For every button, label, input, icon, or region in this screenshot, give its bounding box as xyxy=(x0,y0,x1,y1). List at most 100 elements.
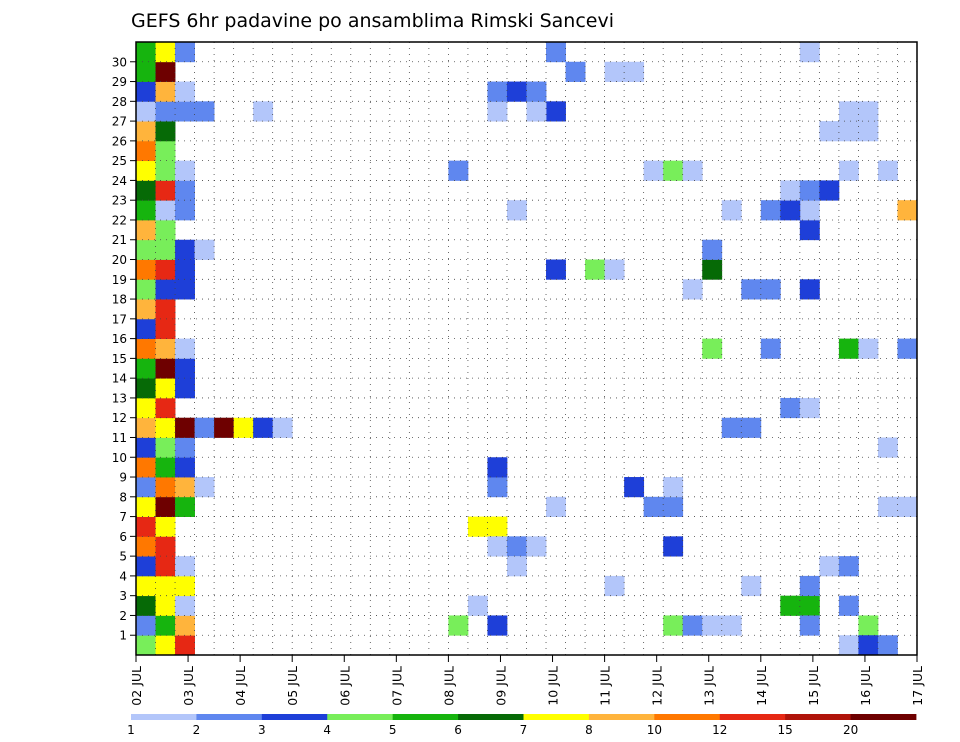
heatmap-cell xyxy=(175,615,195,636)
y-tick-label: 19 xyxy=(112,273,127,287)
heatmap-cell xyxy=(155,615,176,636)
heatmap-cell xyxy=(858,101,879,122)
heatmap-cell xyxy=(467,516,488,537)
x-tick-label: 05 JUL xyxy=(285,666,300,706)
heatmap-cell xyxy=(136,61,156,82)
heatmap-cell xyxy=(136,318,156,340)
heatmap-cell xyxy=(741,575,762,597)
heatmap-cell xyxy=(136,358,156,379)
heatmap-cell xyxy=(663,477,684,498)
heatmap-cell xyxy=(780,180,801,201)
heatmap-cell xyxy=(546,101,566,122)
colorbar-swatch xyxy=(261,714,328,720)
y-tick-label: 2 xyxy=(119,609,127,623)
heatmap-cell xyxy=(780,200,801,221)
heatmap-cell xyxy=(253,417,274,438)
y-tick-label: 9 xyxy=(119,471,127,485)
heatmap-cell xyxy=(136,219,156,241)
heatmap-cell xyxy=(155,61,176,82)
heatmap-cell xyxy=(136,338,156,359)
heatmap-cell xyxy=(194,477,215,498)
heatmap-cell xyxy=(175,160,195,181)
heatmap-cell xyxy=(175,101,195,122)
x-tick-label: 16 JUL xyxy=(858,666,873,706)
heatmap-cell xyxy=(682,615,703,636)
colorbar-label: 7 xyxy=(520,723,528,737)
heatmap-cell xyxy=(175,437,195,458)
heatmap-cell xyxy=(799,279,820,300)
heatmap-cell xyxy=(175,477,195,498)
colorbar-legend: 1 2 3 4 5 6 7 8 10 12 15 20 xyxy=(127,714,917,737)
y-tick-label: 10 xyxy=(112,451,127,465)
heatmap-cell xyxy=(136,180,156,201)
heatmap-cells xyxy=(136,42,918,656)
heatmap-cell xyxy=(799,397,820,419)
y-tick-label: 22 xyxy=(112,213,127,227)
heatmap-cell xyxy=(136,496,156,517)
heatmap-cell xyxy=(760,279,781,300)
heatmap-cell xyxy=(136,437,156,458)
heatmap-cell xyxy=(526,536,547,557)
heatmap-cell xyxy=(721,200,742,221)
y-tick-label: 5 xyxy=(119,550,127,564)
heatmap-cell xyxy=(155,417,176,438)
heatmap-cell xyxy=(175,417,195,438)
colorbar-swatch xyxy=(327,714,394,720)
heatmap-cell xyxy=(214,417,235,438)
x-tick-label: 17 JUL xyxy=(910,666,925,706)
heatmap-cell xyxy=(175,259,195,280)
heatmap-cell xyxy=(858,121,879,142)
heatmap-cell xyxy=(136,417,156,438)
colorbar-label: 8 xyxy=(585,723,593,737)
x-tick-label: 10 JUL xyxy=(546,666,561,706)
heatmap-cell xyxy=(155,437,176,458)
heatmap-cell xyxy=(799,595,820,616)
heatmap-cell xyxy=(838,101,859,122)
colorbar-swatch xyxy=(131,714,197,720)
heatmap-cell xyxy=(253,101,274,122)
heatmap-cell xyxy=(155,477,176,498)
heatmap-cell xyxy=(155,279,176,300)
heatmap-cell xyxy=(175,279,195,300)
y-tick-label: 1 xyxy=(119,629,127,643)
heatmap-cell xyxy=(858,338,879,359)
heatmap-cell xyxy=(663,160,684,181)
heatmap-cell xyxy=(487,101,508,122)
heatmap-cell xyxy=(155,200,176,221)
y-tick-label: 24 xyxy=(112,174,127,188)
x-tick-label: 14 JUL xyxy=(754,666,769,706)
heatmap-cell xyxy=(858,615,879,636)
x-tick-label: 15 JUL xyxy=(806,666,821,706)
heatmap-cell xyxy=(877,160,898,181)
y-tick-label: 7 xyxy=(119,510,127,524)
colorbar-swatch xyxy=(196,714,263,720)
colorbar-label: 1 xyxy=(127,723,135,737)
x-tick-label: 08 JUL xyxy=(441,666,456,706)
colorbar-swatch xyxy=(719,714,786,720)
x-tick-label: 11 JUL xyxy=(598,666,613,706)
heatmap-cell xyxy=(897,200,918,221)
heatmap-cell xyxy=(819,556,840,577)
heatmap-cell xyxy=(702,615,723,636)
y-axis: 1234567891011121314151617181920212223242… xyxy=(112,55,136,643)
heatmap-cell xyxy=(155,219,176,241)
heatmap-cell xyxy=(838,121,859,142)
heatmap-cell xyxy=(194,101,215,122)
heatmap-cell xyxy=(155,496,176,517)
y-tick-label: 14 xyxy=(112,372,127,386)
x-tick-label: 04 JUL xyxy=(233,666,248,706)
heatmap-cell xyxy=(506,536,527,557)
heatmap-cell xyxy=(155,121,176,142)
y-tick-label: 4 xyxy=(119,569,127,583)
x-tick-label: 02 JUL xyxy=(129,666,144,706)
heatmap-cell xyxy=(175,42,195,63)
heatmap-cell xyxy=(136,42,156,63)
chart-title: GEFS 6hr padavine po ansamblima Rimski S… xyxy=(131,10,614,32)
heatmap-cell xyxy=(175,457,195,478)
colorbar-label: 4 xyxy=(323,723,331,737)
colorbar-label: 20 xyxy=(843,723,858,737)
heatmap-cell xyxy=(838,635,859,656)
heatmap-cell xyxy=(155,180,176,201)
heatmap-cell xyxy=(136,140,156,162)
